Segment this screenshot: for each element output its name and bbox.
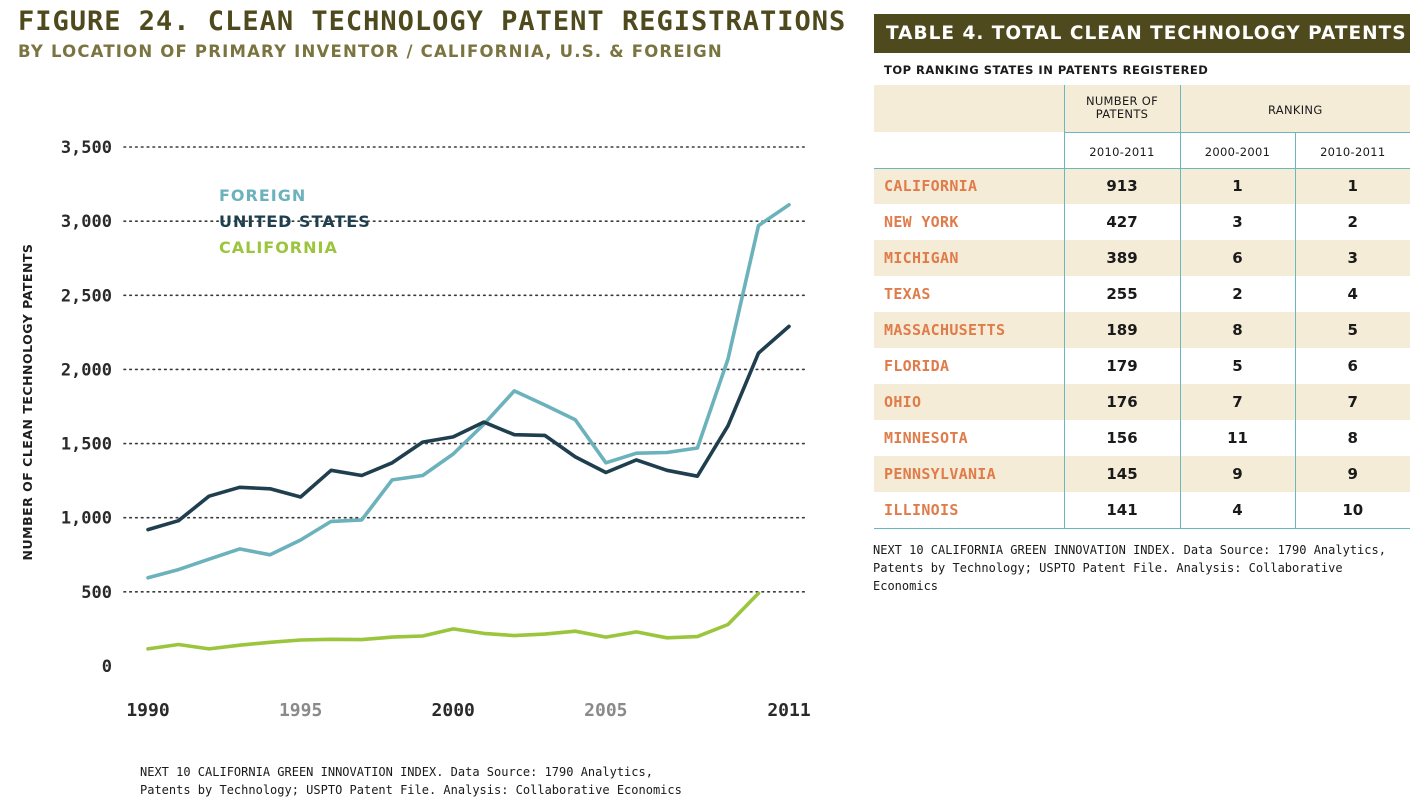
y-tick-label: 0 bbox=[102, 657, 112, 677]
table-row: PENNSYLVANIA 145 9 9 bbox=[874, 456, 1411, 492]
rank-2010-2011: 6 bbox=[1294, 348, 1411, 384]
rank-2000-2001: 9 bbox=[1179, 456, 1295, 492]
rank-2010-2011: 10 bbox=[1294, 492, 1411, 529]
patent-count: 176 bbox=[1063, 384, 1180, 420]
header-ranking-label: RANKING bbox=[1267, 102, 1323, 117]
rank-2000-2001: 8 bbox=[1179, 312, 1295, 348]
state-name: FLORIDA bbox=[874, 348, 1064, 384]
state-name: ILLINOIS bbox=[874, 492, 1064, 529]
header-number-line2: PATENTS bbox=[1095, 107, 1149, 122]
y-tick-label: 3,000 bbox=[61, 212, 112, 232]
state-name: NEW YORK bbox=[874, 204, 1064, 240]
table-title: TABLE 4. TOTAL CLEAN TECHNOLOGY PATENTS bbox=[874, 14, 1410, 53]
subheader-rank2-period-label: 2010-2011 bbox=[1320, 144, 1386, 159]
rank-2010-2011: 1 bbox=[1294, 168, 1411, 204]
x-tick-label: 2000 bbox=[432, 700, 475, 721]
patents-table: NUMBER OF PATENTS RANKING 2010-2011 2000… bbox=[874, 85, 1411, 529]
figure-subtitle: BY LOCATION OF PRIMARY INVENTOR / CALIFO… bbox=[18, 42, 723, 61]
series-line-california bbox=[146, 591, 761, 651]
table-row: MICHIGAN 389 6 3 bbox=[874, 240, 1411, 276]
x-tick-label: 2011 bbox=[767, 700, 810, 721]
subheader-rank2-period: 2010-2011 bbox=[1294, 132, 1411, 169]
table-row: FLORIDA 179 5 6 bbox=[874, 348, 1411, 384]
figure-title: FIGURE 24. CLEAN TECHNOLOGY PATENT REGIS… bbox=[18, 6, 847, 37]
table-row: TEXAS 255 2 4 bbox=[874, 276, 1411, 312]
x-tick-label: 1990 bbox=[126, 700, 169, 721]
patent-count: 389 bbox=[1063, 240, 1180, 276]
subheader-number-period: 2010-2011 bbox=[1063, 132, 1180, 169]
patent-count: 189 bbox=[1063, 312, 1180, 348]
legend-entry-california: CALIFORNIA bbox=[219, 238, 338, 257]
x-tick-label: 1995 bbox=[279, 700, 322, 721]
patent-count: 141 bbox=[1063, 492, 1180, 529]
state-name: MINNESOTA bbox=[874, 420, 1064, 456]
y-tick-label: 1,500 bbox=[61, 435, 112, 455]
legend-entry-foreign: FOREIGN bbox=[219, 186, 306, 205]
subheader-number-period-label: 2010-2011 bbox=[1089, 144, 1155, 159]
state-name: PENNSYLVANIA bbox=[874, 456, 1064, 492]
rank-2010-2011: 7 bbox=[1294, 384, 1411, 420]
rank-2000-2001: 1 bbox=[1179, 168, 1295, 204]
header-number-line1: NUMBER OF bbox=[1085, 94, 1159, 109]
header-blank-cell bbox=[874, 85, 1064, 132]
y-tick-label: 500 bbox=[81, 583, 112, 603]
rank-2000-2001: 4 bbox=[1179, 492, 1295, 529]
state-name: CALIFORNIA bbox=[874, 168, 1064, 204]
rank-2010-2011: 8 bbox=[1294, 420, 1411, 456]
legend: FOREIGN UNITED STATES CALIFORNIA bbox=[219, 186, 371, 257]
table-subtitle: TOP RANKING STATES IN PATENTS REGISTERED bbox=[884, 63, 1209, 77]
state-name: OHIO bbox=[874, 384, 1064, 420]
rank-2000-2001: 6 bbox=[1179, 240, 1295, 276]
header-number-of-patents: NUMBER OF PATENTS bbox=[1063, 85, 1180, 133]
table-source-note: NEXT 10 CALIFORNIA GREEN INNOVATION INDE… bbox=[873, 543, 1386, 593]
patent-count: 156 bbox=[1063, 420, 1180, 456]
x-axis-ticks: 1990 1995 2000 2005 2011 bbox=[126, 700, 810, 721]
y-axis-label: NUMBER OF CLEAN TECHNOLOGY PATENTS bbox=[20, 244, 35, 561]
y-tick-label: 2,000 bbox=[61, 360, 112, 380]
patent-count: 913 bbox=[1063, 168, 1180, 204]
state-name: MICHIGAN bbox=[874, 240, 1064, 276]
header-ranking: RANKING bbox=[1179, 85, 1411, 133]
table-header-row: NUMBER OF PATENTS RANKING bbox=[874, 85, 1411, 133]
series-line-united-states bbox=[146, 324, 791, 532]
patent-count: 145 bbox=[1063, 456, 1180, 492]
rank-2000-2001: 5 bbox=[1179, 348, 1295, 384]
table-row: ILLINOIS 141 4 10 bbox=[874, 492, 1411, 529]
rank-2000-2001: 2 bbox=[1179, 276, 1295, 312]
table-row: NEW YORK 427 3 2 bbox=[874, 204, 1411, 240]
state-name: TEXAS bbox=[874, 276, 1064, 312]
table-body: CALIFORNIA 913 1 1 NEW YORK 427 3 2 MICHIGAN 389 6… bbox=[874, 168, 1411, 529]
table-row: MASSACHUSETTS 189 8 5 bbox=[874, 312, 1411, 348]
rank-2010-2011: 9 bbox=[1294, 456, 1411, 492]
rank-2000-2001: 7 bbox=[1179, 384, 1295, 420]
y-tick-label: 3,500 bbox=[61, 138, 112, 158]
table-row: OHIO 176 7 7 bbox=[874, 384, 1411, 420]
table-row: MINNESOTA 156 11 8 bbox=[874, 420, 1411, 456]
subheader-rank1-period-label: 2000-2001 bbox=[1204, 144, 1271, 159]
table-subheader-row: 2010-2011 2000-2001 2010-2011 bbox=[874, 132, 1411, 169]
rank-2010-2011: 2 bbox=[1294, 204, 1411, 240]
subheader-blank-cell bbox=[874, 132, 1064, 169]
rank-2010-2011: 5 bbox=[1294, 312, 1411, 348]
legend-entry-united-states: UNITED STATES bbox=[219, 212, 371, 231]
chart-source-note: NEXT 10 CALIFORNIA GREEN INNOVATION INDE… bbox=[140, 765, 682, 797]
patent-count: 255 bbox=[1063, 276, 1180, 312]
subheader-rank1-period: 2000-2001 bbox=[1179, 132, 1295, 169]
rank-2000-2001: 11 bbox=[1179, 420, 1295, 456]
table-row: CALIFORNIA 913 1 1 bbox=[874, 168, 1411, 204]
state-name: MASSACHUSETTS bbox=[874, 312, 1064, 348]
rank-2010-2011: 3 bbox=[1294, 240, 1411, 276]
y-axis-ticks: 0 500 1,000 1,500 2,000 2,500 3,000 3,500 bbox=[61, 138, 112, 677]
rank-2010-2011: 4 bbox=[1294, 276, 1411, 312]
series-lines bbox=[146, 203, 791, 651]
patent-count: 179 bbox=[1063, 348, 1180, 384]
x-tick-label: 2005 bbox=[584, 700, 627, 721]
patent-count: 427 bbox=[1063, 204, 1180, 240]
series-line-foreign bbox=[146, 203, 791, 580]
y-tick-label: 1,000 bbox=[61, 509, 112, 529]
y-tick-label: 2,500 bbox=[61, 286, 112, 306]
rank-2000-2001: 3 bbox=[1179, 204, 1295, 240]
